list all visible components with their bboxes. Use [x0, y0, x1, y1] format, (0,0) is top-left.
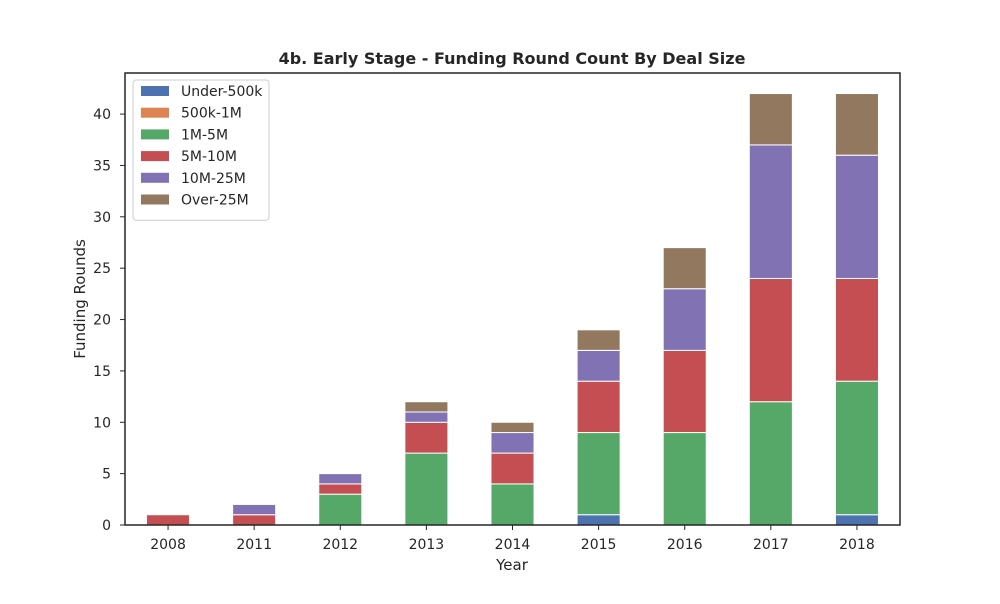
x-tick-label-2016: 2016 [667, 537, 703, 553]
bar-2015-Under-500k [576, 514, 621, 526]
bar-2014-Over-25M [490, 421, 535, 434]
bar-2018-10M-25M [834, 154, 879, 279]
bar-2014-10M-25M [490, 432, 535, 454]
x-tick-label-2018: 2018 [839, 537, 875, 553]
plot-frame [124, 72, 901, 526]
x-tick-label-2017: 2017 [753, 537, 789, 553]
bar-2015-5M-10M [576, 380, 621, 434]
y-tick-label-30: 30 [93, 210, 111, 226]
bar-2014-5M-10M [490, 452, 535, 485]
bar-2008-5M-10M [146, 514, 191, 526]
bar-2014-1M-5M [490, 483, 535, 526]
bar-2012-10M-25M [318, 473, 363, 485]
bar-2018-Over-25M [834, 93, 879, 156]
legend-label-10M-25M: 10M-25M [181, 171, 246, 187]
bar-2017-Over-25M [748, 93, 793, 146]
bar-2017-10M-25M [748, 144, 793, 279]
bar-2015-1M-5M [576, 432, 621, 516]
bar-2016-1M-5M [662, 432, 707, 526]
legend-swatch-500k-1M [141, 107, 169, 118]
bar-2015-Over-25M [576, 329, 621, 351]
x-tick-label-2012: 2012 [322, 537, 358, 553]
legend-swatch-5M-10M [141, 151, 169, 162]
bar-2011-10M-25M [232, 503, 277, 516]
bar-2012-5M-10M [318, 483, 363, 495]
legend-swatch-10M-25M [141, 172, 169, 183]
bar-2013-1M-5M [404, 452, 449, 526]
legend-swatch-Over-25M [141, 194, 169, 205]
legend-label-500k-1M: 500k-1M [181, 106, 242, 122]
x-tick-label-2015: 2015 [581, 537, 617, 553]
bar-2013-5M-10M [404, 421, 449, 454]
y-tick-label-5: 5 [102, 467, 111, 483]
bar-2015-10M-25M [576, 349, 621, 382]
bar-2016-10M-25M [662, 288, 707, 351]
y-tick-label-0: 0 [102, 518, 111, 534]
legend-label-Over-25M: Over-25M [181, 193, 249, 209]
x-axis-label: Year [495, 556, 529, 574]
bar-2013-Over-25M [404, 401, 449, 413]
legend-label-Under-500k: Under-500k [181, 84, 263, 100]
y-tick-label-15: 15 [93, 364, 111, 380]
legend: Under-500k 500k-1M 1M-5M 5M-10M 10M-25M Over-… [132, 79, 270, 221]
y-tick-label-40: 40 [93, 107, 111, 123]
bar-2018-5M-10M [834, 277, 879, 382]
legend-swatch-1M-5M [141, 129, 169, 140]
legend-swatch-Under-500k [141, 86, 169, 96]
bar-2016-Over-25M [662, 247, 707, 290]
bar-2013-10M-25M [404, 411, 449, 423]
bar-2018-Under-500k [834, 514, 879, 526]
x-tick-label-2013: 2013 [409, 537, 445, 553]
y-tick-label-20: 20 [93, 313, 111, 329]
bar-2017-1M-5M [748, 401, 793, 526]
bar-2016-5M-10M [662, 349, 707, 434]
bar-2012-1M-5M [318, 493, 363, 526]
bar-2018-1M-5M [834, 380, 879, 516]
y-tick-label-25: 25 [93, 261, 111, 277]
chart-title: 4b. Early Stage - Funding Round Count By… [279, 49, 746, 68]
y-tick-label-35: 35 [93, 158, 111, 174]
x-tick-label-2008: 2008 [150, 537, 186, 553]
x-tick-label-2011: 2011 [236, 537, 272, 553]
bar-2011-5M-10M [232, 514, 277, 526]
legend-label-5M-10M: 5M-10M [181, 149, 237, 165]
legend-label-1M-5M: 1M-5M [181, 127, 228, 143]
plot-area: 2008 2011 2012 2013 2014 2015 2016 2017 20180510… [93, 72, 901, 553]
y-axis-label: Funding Rounds [71, 239, 89, 359]
y-tick-label-10: 10 [93, 415, 111, 431]
bar-2017-5M-10M [748, 277, 793, 403]
x-tick-label-2014: 2014 [495, 537, 531, 553]
